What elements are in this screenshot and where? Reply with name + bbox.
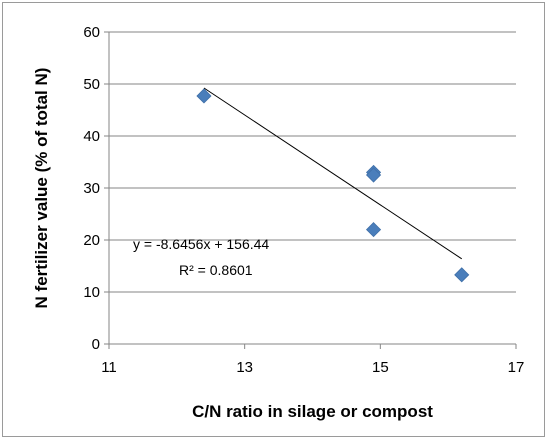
y-axis-title: N fertilizer value (% of total N) <box>32 68 51 309</box>
gridlines <box>109 31 516 293</box>
x-tick-label: 17 <box>508 359 525 376</box>
data-point <box>196 88 212 104</box>
y-tick-label: 10 <box>83 284 100 301</box>
chart-area: 0 10 20 30 40 50 60 11 13 15 17 y = -8.6456x + 156… <box>2 2 545 437</box>
trendline-equation: y = -8.6456x + 156.44 <box>133 236 269 252</box>
y-tick-label: 50 <box>83 76 100 93</box>
trendline <box>203 87 463 260</box>
y-tick-label: 0 <box>92 336 100 353</box>
x-tick-label: 15 <box>372 359 389 376</box>
x-tick-label: 13 <box>236 359 253 376</box>
trendline-r-squared: R² = 0.8601 <box>179 262 253 278</box>
y-tick-label: 20 <box>83 232 100 249</box>
axes <box>104 31 517 349</box>
data-points <box>196 88 470 283</box>
scatter-chart: 0 10 20 30 40 50 60 11 13 15 17 y = -8.6456x + 156… <box>32 24 524 421</box>
y-tick-label: 30 <box>83 180 100 197</box>
x-tick-label: 11 <box>101 359 117 376</box>
trendline-group <box>203 87 463 260</box>
tick-labels: 0 10 20 30 40 50 60 11 13 15 17 <box>83 24 524 376</box>
data-point <box>365 167 382 183</box>
data-point <box>454 267 470 283</box>
x-axis-title: C/N ratio in silage or compost <box>192 402 433 421</box>
y-tick-label: 60 <box>83 24 100 41</box>
data-point <box>365 222 382 238</box>
y-tick-label: 40 <box>83 128 100 145</box>
